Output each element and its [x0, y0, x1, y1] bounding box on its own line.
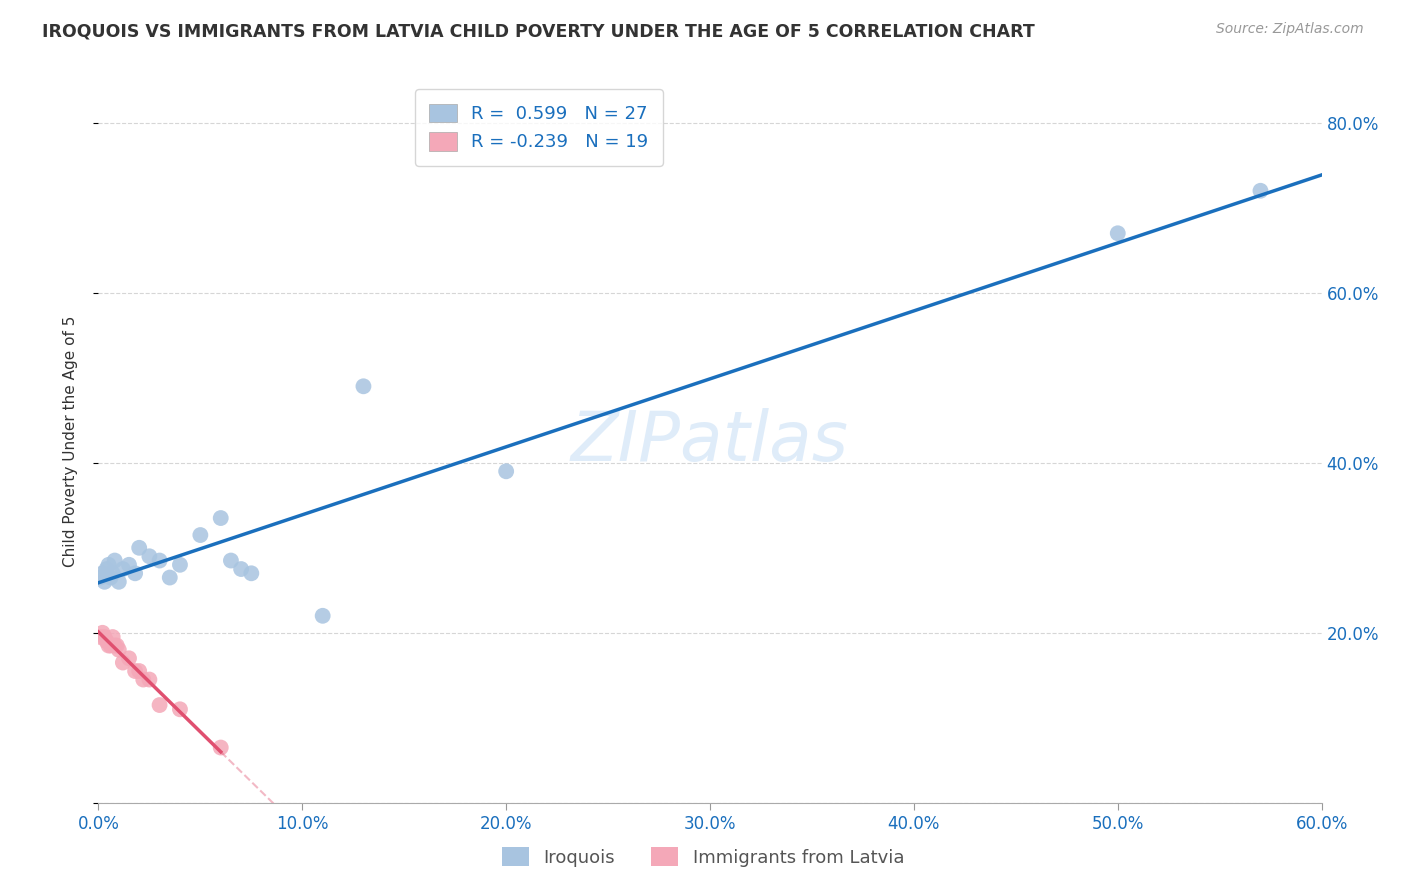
Point — [132, 673, 155, 687]
Text: IROQUOIS VS IMMIGRANTS FROM LATVIA CHILD POVERTY UNDER THE AGE OF 5 CORRELATION : IROQUOIS VS IMMIGRANTS FROM LATVIA CHILD… — [42, 22, 1035, 40]
Point — [101, 630, 124, 644]
Point — [128, 664, 150, 678]
Point — [93, 630, 115, 644]
Y-axis label: Child Poverty Under the Age of 5: Child Poverty Under the Age of 5 — [63, 316, 77, 567]
Point — [108, 642, 131, 657]
Point — [97, 639, 120, 653]
Point — [108, 574, 131, 589]
Point — [231, 562, 253, 576]
Point — [495, 464, 517, 478]
Point — [149, 553, 172, 567]
Point — [209, 740, 232, 755]
Point — [118, 651, 141, 665]
Point — [91, 566, 114, 581]
Point — [138, 549, 160, 564]
Point — [124, 664, 146, 678]
Point — [159, 570, 181, 584]
Point — [188, 528, 212, 542]
Point — [100, 570, 122, 584]
Point — [118, 558, 141, 572]
Point — [312, 608, 335, 623]
Point — [91, 625, 114, 640]
Point — [96, 562, 118, 576]
Point — [352, 379, 374, 393]
Text: Source: ZipAtlas.com: Source: ZipAtlas.com — [1216, 22, 1364, 37]
Point — [96, 634, 118, 648]
Point — [104, 639, 127, 653]
Legend: Iroquois, Immigrants from Latvia: Iroquois, Immigrants from Latvia — [495, 840, 911, 874]
Point — [240, 566, 263, 581]
Text: ZIPatlas: ZIPatlas — [571, 408, 849, 475]
Point — [111, 656, 134, 670]
Point — [89, 630, 111, 644]
Point — [128, 541, 150, 555]
Point — [1249, 184, 1271, 198]
Point — [209, 511, 232, 525]
Point — [169, 558, 191, 572]
Point — [219, 553, 242, 567]
Point — [93, 574, 115, 589]
Point — [138, 673, 160, 687]
Point — [124, 566, 146, 581]
Point — [97, 558, 120, 572]
Point — [101, 566, 124, 581]
Point — [100, 639, 122, 653]
Point — [104, 553, 127, 567]
Point — [105, 639, 128, 653]
Point — [111, 562, 134, 576]
Point — [149, 698, 172, 712]
Point — [1107, 227, 1129, 241]
Point — [89, 570, 111, 584]
Point — [169, 702, 191, 716]
Legend: R =  0.599   N = 27, R = -0.239   N = 19: R = 0.599 N = 27, R = -0.239 N = 19 — [415, 89, 662, 166]
